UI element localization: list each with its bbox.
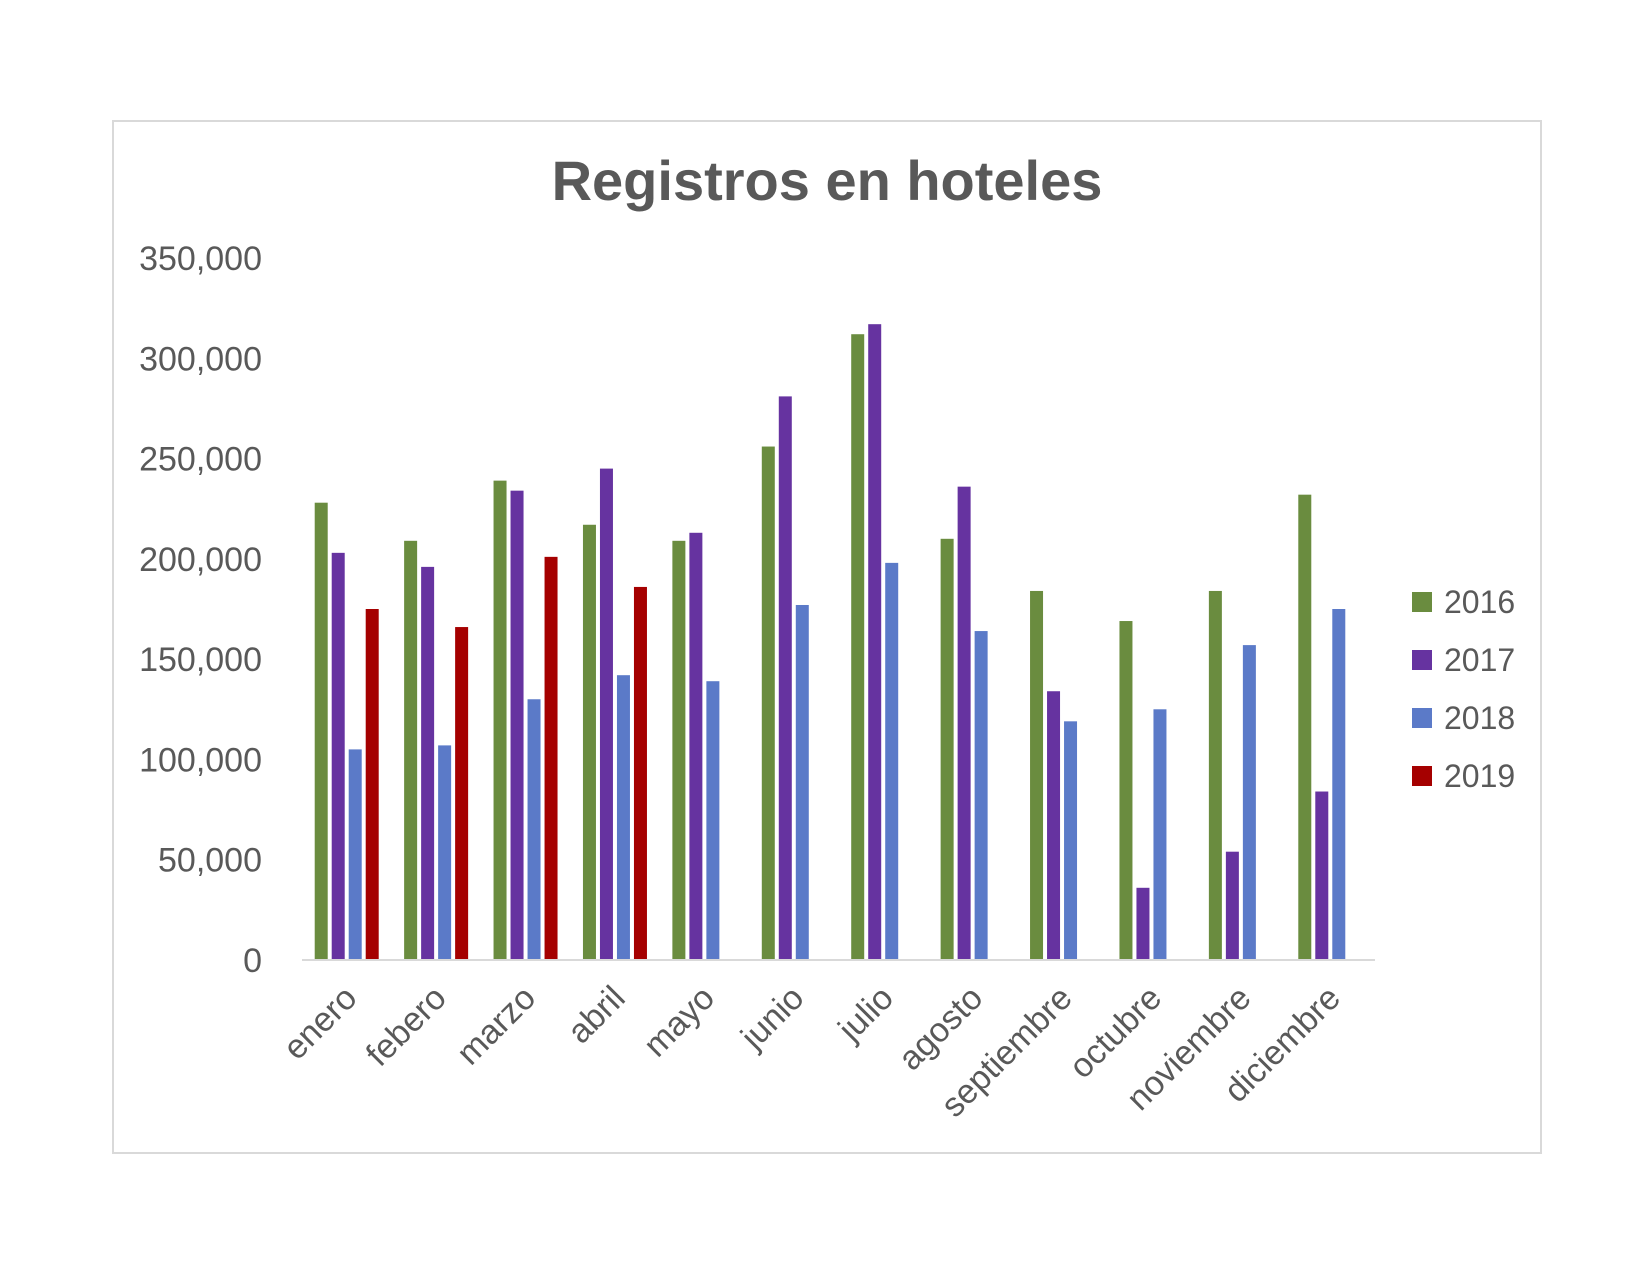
x-tick-label: febero bbox=[359, 979, 454, 1074]
bar-2017-marzo bbox=[510, 490, 524, 960]
bar-2017-enero bbox=[331, 552, 345, 960]
bar-2019-abril bbox=[633, 586, 647, 960]
bar-2016-junio bbox=[761, 446, 775, 961]
bar-2016-diciembre bbox=[1298, 494, 1312, 960]
bar-2018-mayo bbox=[706, 681, 720, 960]
x-tick-label: julio bbox=[831, 979, 901, 1049]
y-tick-label: 250,000 bbox=[139, 441, 262, 479]
y-tick-label: 0 bbox=[243, 942, 262, 980]
legend-label: 2019 bbox=[1444, 758, 1515, 794]
legend: 2016 2017 2018 2019 bbox=[1412, 584, 1515, 794]
bar-2018-julio bbox=[885, 562, 899, 960]
bar-2018-abril bbox=[616, 675, 630, 960]
bar-2017-septiembre bbox=[1047, 691, 1061, 960]
bar-2017-febero bbox=[421, 566, 435, 960]
legend-swatch-2019 bbox=[1412, 766, 1432, 786]
bar-2016-marzo bbox=[493, 480, 507, 960]
legend-swatch-2016 bbox=[1412, 592, 1432, 612]
bar-2017-noviembre bbox=[1225, 851, 1239, 960]
y-tick-label: 200,000 bbox=[139, 541, 262, 579]
bar-2017-abril bbox=[599, 468, 613, 960]
bar-2017-junio bbox=[778, 396, 792, 960]
legend-swatch-2017 bbox=[1412, 650, 1432, 670]
y-tick-label: 300,000 bbox=[139, 340, 262, 378]
bar-2016-septiembre bbox=[1030, 590, 1044, 960]
bar-2016-abril bbox=[582, 524, 596, 960]
x-tick-label: mayo bbox=[636, 979, 722, 1065]
y-tick-label: 350,000 bbox=[139, 240, 262, 278]
bar-2019-enero bbox=[365, 609, 379, 960]
bar-2018-enero bbox=[348, 749, 362, 960]
bar-2018-diciembre bbox=[1332, 609, 1346, 960]
x-tick-label: marzo bbox=[450, 979, 544, 1073]
x-tick-label: enero bbox=[276, 979, 364, 1067]
bar-2018-febero bbox=[438, 745, 452, 960]
legend-swatch-2018 bbox=[1412, 708, 1432, 728]
bar-2018-agosto bbox=[974, 631, 988, 960]
bar-2018-noviembre bbox=[1242, 645, 1256, 960]
bar-2016-noviembre bbox=[1208, 590, 1222, 960]
bar-2018-junio bbox=[795, 604, 809, 960]
bar-2017-mayo bbox=[689, 532, 703, 960]
bar-2016-mayo bbox=[672, 540, 686, 960]
y-tick-label: 100,000 bbox=[139, 741, 262, 779]
chart-title: Registros en hoteles bbox=[552, 149, 1103, 212]
bar-2019-febero bbox=[455, 627, 469, 960]
bar-2017-agosto bbox=[957, 486, 971, 960]
bar-2019-marzo bbox=[544, 556, 558, 960]
bar-2017-octubre bbox=[1136, 887, 1150, 960]
bar-2018-marzo bbox=[527, 699, 541, 960]
x-tick-label: abril bbox=[560, 979, 632, 1051]
bar-2018-septiembre bbox=[1064, 721, 1078, 960]
bar-2016-julio bbox=[851, 334, 865, 960]
bar-2016-agosto bbox=[940, 538, 954, 960]
legend-label: 2018 bbox=[1444, 700, 1515, 736]
y-tick-label: 150,000 bbox=[139, 641, 262, 679]
y-axis-tick-labels: 0 50,000 100,000 150,000 200,000 250,000 300,0… bbox=[139, 240, 262, 980]
x-tick-label: junio bbox=[733, 979, 811, 1057]
bar-2018-octubre bbox=[1153, 709, 1167, 960]
bar-2017-julio bbox=[868, 324, 882, 960]
y-tick-label: 50,000 bbox=[158, 842, 262, 880]
bar-2016-febero bbox=[404, 540, 418, 960]
bar-2017-diciembre bbox=[1315, 791, 1329, 960]
legend-label: 2017 bbox=[1444, 642, 1515, 678]
legend-label: 2016 bbox=[1444, 584, 1515, 620]
bars bbox=[314, 324, 1346, 961]
bar-2016-octubre bbox=[1119, 621, 1133, 960]
bar-2016-enero bbox=[314, 502, 328, 960]
